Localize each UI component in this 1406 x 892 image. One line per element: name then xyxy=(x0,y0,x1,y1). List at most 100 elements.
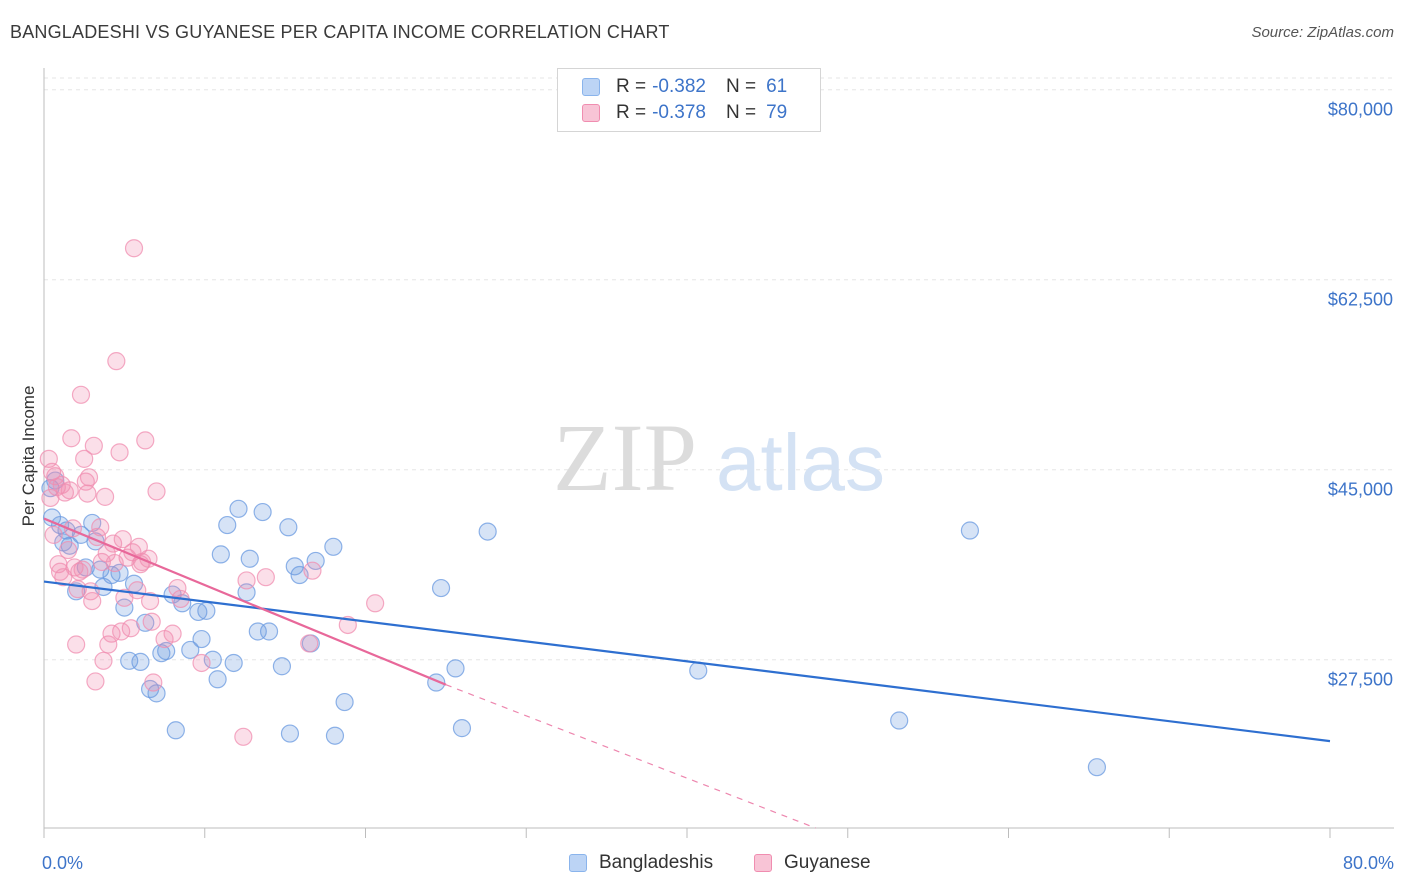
point-bangladeshis-51 xyxy=(325,726,345,745)
point-guyanese-64 xyxy=(237,571,256,590)
point-guyanese-21 xyxy=(75,449,94,468)
y-tick-labels: $80,000 $62,500 $45,000 $27,500 xyxy=(1328,100,1393,690)
point-bangladeshis-30 xyxy=(192,629,211,649)
point-bangladeshis-19 xyxy=(131,652,150,671)
point-bangladeshis-54 xyxy=(431,578,451,598)
point-guyanese-23 xyxy=(78,484,97,503)
series-label-bangladeshis: Bangladeshis xyxy=(599,852,714,873)
x-tick-label-max: 80.0% xyxy=(1343,853,1394,873)
legend-swatch-pink xyxy=(582,104,600,122)
series-legend-bangladeshis: Bangladeshis xyxy=(569,852,713,874)
x-tick-label-min: 0.0% xyxy=(42,853,83,873)
y-tick-label-1: $62,500 xyxy=(1328,290,1393,310)
point-guyanese-33 xyxy=(95,487,115,506)
point-guyanese-20 xyxy=(73,560,92,579)
chart-source: Source: ZipAtlas.com xyxy=(1251,24,1394,41)
point-bangladeshis-52 xyxy=(335,692,354,712)
series-guyanese xyxy=(39,239,385,746)
point-guyanese-41 xyxy=(112,622,131,641)
point-bangladeshis-55 xyxy=(446,659,465,678)
point-bangladeshis-36 xyxy=(224,653,243,673)
point-bangladeshis-61 xyxy=(1087,758,1107,777)
point-guyanese-40 xyxy=(110,443,129,462)
point-guyanese-12 xyxy=(60,481,79,500)
point-bangladeshis-60 xyxy=(960,521,980,540)
point-bangladeshis-31 xyxy=(197,601,216,620)
y-tick-label-0: $80,000 xyxy=(1328,100,1393,120)
point-guyanese-30 xyxy=(91,518,110,537)
watermark-atlas: atlas xyxy=(716,418,885,507)
point-bangladeshis-59 xyxy=(890,711,909,730)
point-bangladeshis-32 xyxy=(203,650,222,669)
legend-n-value: 79 xyxy=(766,102,788,123)
point-bangladeshis-33 xyxy=(208,670,227,689)
point-bangladeshis-34 xyxy=(211,545,230,564)
point-guyanese-27 xyxy=(84,436,103,455)
correlation-legend: R = -0.382 N = 61 R = -0.378 N = 79 xyxy=(557,68,821,132)
trend-lines xyxy=(43,517,1331,829)
point-guyanese-47 xyxy=(124,239,144,258)
point-bangladeshis-41 xyxy=(253,502,272,522)
point-bangladeshis-26 xyxy=(166,721,185,740)
point-guyanese-32 xyxy=(94,651,113,670)
legend-row-bangladeshis: R = -0.382 N = 61 xyxy=(582,75,787,99)
legend-r-value: -0.382 xyxy=(652,76,706,97)
point-guyanese-63 xyxy=(234,727,253,746)
series-swatch-blue xyxy=(569,854,587,872)
point-guyanese-54 xyxy=(140,591,160,611)
legend-r-value: -0.378 xyxy=(652,102,706,123)
point-guyanese-24 xyxy=(79,468,99,487)
series-legend: Bangladeshis Guyanese xyxy=(0,852,1406,878)
point-bangladeshis-16 xyxy=(115,598,134,617)
legend-row-guyanese: R = -0.378 N = 79 xyxy=(582,101,787,125)
point-bangladeshis-45 xyxy=(280,724,300,743)
point-bangladeshis-15 xyxy=(110,563,129,582)
point-guyanese-31 xyxy=(92,552,111,572)
legend-n-label: N = xyxy=(725,102,757,123)
point-guyanese-16 xyxy=(67,635,86,654)
point-guyanese-18 xyxy=(70,562,89,581)
point-bangladeshis-56 xyxy=(452,719,472,738)
point-bangladeshis-37 xyxy=(229,499,248,518)
point-bangladeshis-50 xyxy=(324,537,343,556)
data-points xyxy=(39,239,1107,777)
point-guyanese-66 xyxy=(300,634,319,653)
watermark: ZIP atlas xyxy=(553,404,885,511)
trend-line-extension-guyanese xyxy=(445,684,816,829)
point-guyanese-26 xyxy=(83,591,102,611)
point-bangladeshis-22 xyxy=(147,684,166,703)
y-tick-label-3: $27,500 xyxy=(1328,670,1393,690)
series-bangladeshis xyxy=(41,471,1107,777)
point-bangladeshis-58 xyxy=(689,661,708,680)
point-guyanese-11 xyxy=(59,540,78,560)
y-axis-label: Per Capita Income xyxy=(19,386,38,527)
x-ticks xyxy=(43,828,1331,838)
point-bangladeshis-39 xyxy=(240,549,259,568)
point-guyanese-35 xyxy=(99,635,118,654)
point-guyanese-60 xyxy=(168,578,187,598)
point-guyanese-52 xyxy=(136,431,155,450)
point-bangladeshis-42 xyxy=(259,622,279,641)
legend-n-label: N = xyxy=(725,76,757,97)
point-guyanese-62 xyxy=(192,653,211,673)
point-bangladeshis-46 xyxy=(285,557,304,576)
point-guyanese-57 xyxy=(147,482,166,501)
point-bangladeshis-44 xyxy=(279,518,298,537)
legend-r-label: R = xyxy=(616,76,647,97)
point-guyanese-3 xyxy=(44,525,63,544)
watermark-zip: ZIP xyxy=(553,404,697,511)
point-guyanese-39 xyxy=(107,352,126,371)
point-guyanese-45 xyxy=(121,619,140,638)
point-guyanese-7 xyxy=(50,562,70,581)
point-bangladeshis-35 xyxy=(218,515,237,535)
series-swatch-pink xyxy=(754,854,772,872)
point-bangladeshis-28 xyxy=(181,640,200,660)
legend-r-label: R = xyxy=(616,102,647,123)
point-guyanese-67 xyxy=(303,561,322,580)
trend-line-guyanese xyxy=(43,517,447,686)
series-legend-guyanese: Guyanese xyxy=(754,852,871,874)
point-guyanese-28 xyxy=(86,672,105,691)
point-guyanese-56 xyxy=(144,673,163,692)
point-guyanese-65 xyxy=(256,568,275,587)
